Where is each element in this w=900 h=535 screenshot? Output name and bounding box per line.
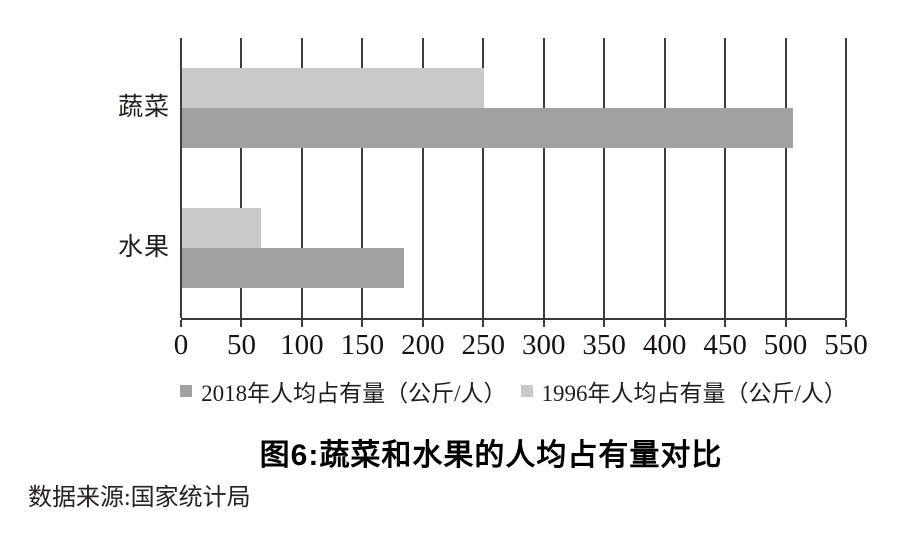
x-axis-tick-label: 200 — [401, 329, 445, 361]
x-axis-tick-label: 550 — [824, 329, 868, 361]
x-axis-tick — [663, 320, 666, 327]
x-axis-tick — [784, 320, 787, 327]
x-axis-tick-label: 400 — [642, 329, 687, 361]
x-axis-tick-label: 150 — [340, 329, 385, 361]
x-axis-tick — [724, 320, 727, 327]
x-axis-tick-labels: 0 50 100 150 200 250 300 350 400 450 500 550 — [174, 329, 868, 361]
x-axis-tick-label: 0 — [173, 329, 189, 361]
gridline — [603, 38, 606, 318]
gridline — [240, 38, 243, 318]
gridline — [845, 38, 847, 318]
x-axis-tick — [361, 320, 364, 327]
gridline — [784, 38, 787, 318]
gridline — [361, 38, 364, 318]
x-axis-tick-label: 250 — [461, 329, 506, 361]
data-source-note: 数据来源:国家统计局 — [28, 485, 251, 511]
x-axis-tick — [421, 320, 424, 327]
y-axis-line — [180, 38, 182, 318]
category-label-水果: 水果 — [117, 234, 170, 261]
x-axis-tick — [180, 320, 182, 327]
plot-area — [180, 38, 847, 327]
x-axis-tick-label: 350 — [582, 329, 626, 361]
x-axis-tick-label: 100 — [280, 329, 324, 361]
chart-title: 图6:蔬菜和水果的人均占有量对比 — [259, 439, 723, 472]
x-axis-tick-label: 300 — [521, 329, 566, 361]
x-axis-tick — [845, 320, 847, 327]
gridline — [724, 38, 727, 318]
gridline — [421, 38, 424, 318]
bar-水果-1996年 — [182, 208, 261, 248]
bar-蔬菜-1996年 — [182, 68, 485, 108]
gridline — [300, 38, 303, 318]
x-axis-tick-label: 450 — [703, 329, 747, 361]
gridline — [482, 38, 485, 318]
legend: 2018年人均占有量（公斤/人） 1996年人均占有量（公斤/人） — [180, 374, 847, 408]
gridline — [663, 38, 666, 318]
legend-swatch-icon — [180, 385, 193, 397]
x-axis-tick — [240, 320, 243, 327]
x-axis-tick — [482, 320, 485, 327]
bar-水果-2018年 — [182, 248, 405, 288]
legend-label: 2018年人均占有量（公斤/人） — [201, 381, 507, 406]
legend-item: 1996年人均占有量（公斤/人） — [520, 374, 847, 408]
category-label-蔬菜: 蔬菜 — [117, 94, 170, 121]
x-axis-tick — [300, 320, 303, 327]
gridline — [542, 38, 545, 318]
bar-蔬菜-2018年 — [182, 108, 793, 148]
x-axis-tick — [603, 320, 606, 327]
category-axis: 蔬菜 水果 — [0, 38, 181, 318]
legend-item: 2018年人均占有量（公斤/人） — [180, 374, 507, 408]
legend-swatch-icon — [520, 385, 533, 397]
x-axis-tick — [542, 320, 545, 327]
legend-label: 1996年人均占有量（公斤/人） — [541, 381, 847, 406]
x-axis-tick-label: 500 — [763, 329, 808, 361]
x-axis-tick-label: 50 — [226, 329, 256, 361]
